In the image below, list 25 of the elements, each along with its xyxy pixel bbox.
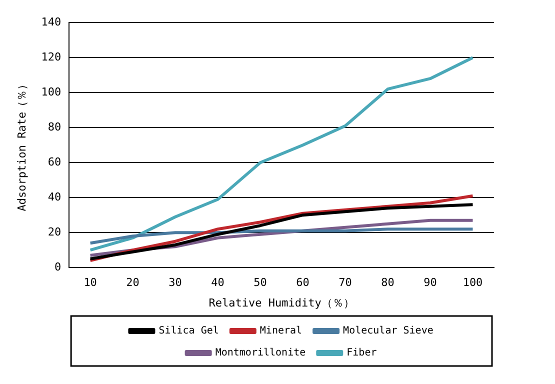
x-tick-label: 90 bbox=[424, 276, 437, 290]
x-tick-label: 40 bbox=[211, 276, 224, 290]
x-tick-label: 80 bbox=[381, 276, 394, 290]
legend-label: Mineral bbox=[260, 326, 302, 337]
y-axis-title: Adsorption Rate（％） bbox=[15, 78, 28, 212]
y-tick-label: 20 bbox=[48, 225, 62, 238]
y-tick-label: 0 bbox=[54, 260, 62, 274]
x-tick-label: 10 bbox=[84, 276, 97, 290]
y-tick-label: 120 bbox=[41, 50, 62, 64]
legend-label: Silica Gel bbox=[158, 326, 219, 337]
x-tick-label: 60 bbox=[296, 276, 310, 290]
y-tick-label: 80 bbox=[48, 120, 62, 134]
x-tick-label: 50 bbox=[254, 276, 267, 290]
x-tick-label: 30 bbox=[168, 276, 182, 290]
y-tick-label: 140 bbox=[41, 15, 62, 28]
y-tick-label: 100 bbox=[41, 85, 62, 98]
legend-label: Molecular Sieve bbox=[343, 326, 434, 337]
x-axis-title: Relative Humidity（％） bbox=[208, 296, 354, 310]
y-tick-label: 60 bbox=[48, 155, 62, 168]
x-tick-label: 20 bbox=[126, 276, 140, 290]
legend-label: Fiber bbox=[346, 348, 377, 359]
legend-label: Montmorillonite bbox=[215, 348, 306, 359]
y-tick-label: 40 bbox=[48, 190, 62, 204]
x-tick-label: 100 bbox=[462, 276, 483, 290]
x-tick-label: 70 bbox=[338, 276, 352, 290]
